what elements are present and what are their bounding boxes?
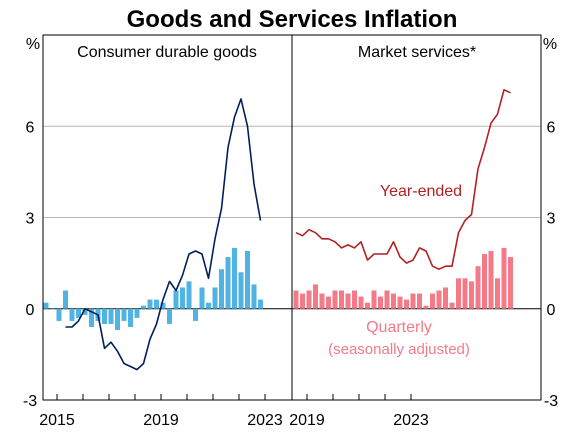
bar-durable-goods	[186, 281, 192, 309]
bar-durable-goods	[154, 299, 159, 309]
chart-title: Goods and Services Inflation	[127, 6, 458, 33]
bar-durable-goods	[63, 290, 68, 309]
bar-market-services	[319, 293, 325, 309]
bar-market-services	[495, 278, 500, 309]
x-tick-label: 2015	[39, 412, 75, 429]
y-tick-label-left: 0	[26, 302, 35, 319]
bar-market-services	[371, 290, 377, 309]
bar-durable-goods	[108, 308, 114, 324]
bar-market-services	[404, 299, 409, 309]
bar-market-services	[423, 305, 429, 309]
bars-layer	[43, 247, 513, 331]
bar-durable-goods	[212, 287, 218, 309]
y-tick-label-left: 6	[26, 119, 35, 136]
bar-market-services	[417, 293, 422, 309]
bar-market-services	[436, 290, 442, 309]
bar-market-services	[391, 293, 396, 309]
bar-durable-goods	[225, 257, 231, 309]
bar-durable-goods	[43, 302, 49, 309]
bar-durable-goods	[232, 247, 237, 309]
bar-durable-goods	[115, 308, 120, 331]
bar-durable-goods	[128, 308, 133, 327]
y-unit-left: %	[26, 36, 40, 53]
bar-market-services	[326, 296, 331, 309]
bar-durable-goods	[102, 308, 107, 324]
bar-market-services	[313, 284, 318, 309]
bar-durable-goods	[199, 287, 205, 309]
bar-market-services	[456, 278, 461, 309]
x-tick-label: 2023	[247, 412, 283, 429]
bar-durable-goods	[160, 302, 166, 309]
bar-durable-goods	[258, 299, 263, 309]
bar-market-services	[332, 290, 338, 309]
bar-durable-goods	[82, 308, 88, 315]
bar-market-services	[339, 290, 344, 309]
x-tick-label: 2023	[393, 412, 429, 429]
x-tick-label: 2019	[289, 412, 325, 429]
bar-market-services	[300, 293, 305, 309]
bar-market-services	[430, 293, 435, 309]
panel-title-right: Market services*	[358, 44, 476, 61]
bar-durable-goods	[238, 272, 244, 309]
bar-durable-goods	[141, 305, 146, 309]
bar-durable-goods	[173, 290, 179, 309]
y-tick-label-left: 3	[26, 211, 35, 228]
bar-market-services	[352, 290, 357, 309]
bar-market-services	[306, 290, 312, 309]
series-label-quarterly-note: (seasonally adjusted)	[328, 341, 470, 358]
bar-market-services	[488, 250, 494, 309]
x-tick-label: 2019	[143, 412, 179, 429]
bar-durable-goods	[219, 269, 224, 309]
bar-market-services	[475, 266, 481, 309]
bar-market-services	[508, 257, 513, 309]
bar-durable-goods	[147, 299, 153, 309]
bar-durable-goods	[206, 302, 211, 309]
bar-durable-goods	[180, 287, 185, 309]
bar-durable-goods	[76, 308, 81, 318]
y-tick-label-right: 0	[547, 302, 556, 319]
bar-durable-goods	[167, 308, 172, 324]
bar-market-services	[293, 290, 299, 309]
bar-market-services	[462, 278, 468, 309]
bar-durable-goods	[251, 284, 257, 309]
bar-market-services	[469, 281, 474, 309]
bar-durable-goods	[69, 308, 75, 321]
y-tick-label-right: 6	[547, 119, 556, 136]
line-durable-goods-year-ended	[65, 98, 262, 371]
y-tick-label-right: 3	[547, 211, 556, 228]
bar-market-services	[358, 296, 364, 309]
lines-layer	[65, 89, 511, 371]
y-tick-label-left: -3	[23, 393, 37, 410]
bar-market-services	[397, 296, 403, 309]
y-tick-label-right: -3	[544, 393, 558, 410]
bar-market-services	[482, 254, 487, 309]
bar-durable-goods	[121, 308, 127, 321]
series-label-year-ended: Year-ended	[380, 183, 462, 200]
series-label-quarterly: Quarterly	[366, 319, 432, 336]
bar-market-services	[449, 302, 455, 309]
bar-market-services	[384, 290, 390, 309]
bar-durable-goods	[245, 250, 250, 309]
plot-frame	[42, 34, 542, 401]
bar-market-services	[501, 247, 507, 309]
bar-market-services	[365, 302, 370, 309]
axis-labels: -3 -3 0 0 3 3 6 6 2015 2019 2023 2019 2023	[23, 119, 558, 429]
line-market-services-year-ended	[295, 89, 511, 270]
bar-durable-goods	[56, 308, 62, 321]
panel-title-left: Consumer durable goods	[77, 44, 257, 61]
bar-durable-goods	[193, 308, 198, 321]
y-unit-right: %	[543, 36, 557, 53]
bar-market-services	[443, 287, 448, 309]
bar-market-services	[410, 293, 416, 309]
bar-durable-goods	[89, 308, 94, 327]
bar-durable-goods	[134, 308, 140, 318]
bar-market-services	[378, 296, 383, 309]
bar-market-services	[345, 293, 351, 309]
bar-durable-goods	[50, 308, 55, 310]
